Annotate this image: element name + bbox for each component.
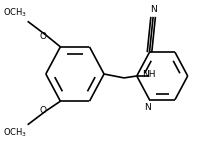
Text: N: N <box>150 5 156 14</box>
Text: OCH$_3$: OCH$_3$ <box>3 127 27 139</box>
Text: O: O <box>40 106 47 115</box>
Text: N: N <box>144 103 151 112</box>
Text: OCH$_3$: OCH$_3$ <box>3 7 27 19</box>
Text: NH: NH <box>142 70 156 79</box>
Text: O: O <box>40 32 47 41</box>
